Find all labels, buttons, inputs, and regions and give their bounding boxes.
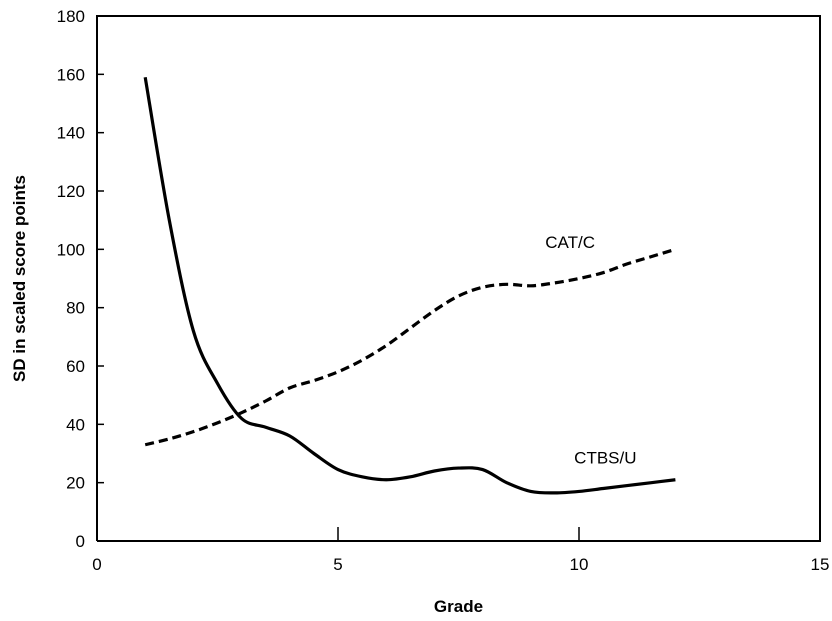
y-axis-title: SD in scaled score points <box>10 175 29 382</box>
y-tick-label: 120 <box>57 182 85 201</box>
plot-frame <box>96 15 821 542</box>
x-axis-ticks: 0 5 10 15 <box>92 527 829 574</box>
series-label-cat-c: CAT/C <box>545 233 595 252</box>
series-layer <box>143 76 676 495</box>
y-tick-label: 140 <box>57 124 85 143</box>
y-tick-label: 20 <box>66 474 85 493</box>
y-tick-label: 40 <box>66 415 85 434</box>
y-tick-label: 80 <box>66 299 85 318</box>
series-line-cat-c <box>144 247 676 447</box>
x-tick-label: 10 <box>570 555 589 574</box>
y-tick-label: 180 <box>57 7 85 26</box>
x-tick-label: 5 <box>333 555 342 574</box>
x-tick-label: 15 <box>811 555 830 574</box>
x-axis-title: Grade <box>434 597 483 616</box>
series-line-ctbs-u <box>143 76 676 495</box>
y-tick-label: 60 <box>66 357 85 376</box>
y-tick-label: 160 <box>57 65 85 84</box>
y-tick-label: 0 <box>76 532 85 551</box>
series-label-ctbs-u: CTBS/U <box>574 449 636 468</box>
x-tick-label: 0 <box>92 555 101 574</box>
y-tick-label: 100 <box>57 240 85 259</box>
